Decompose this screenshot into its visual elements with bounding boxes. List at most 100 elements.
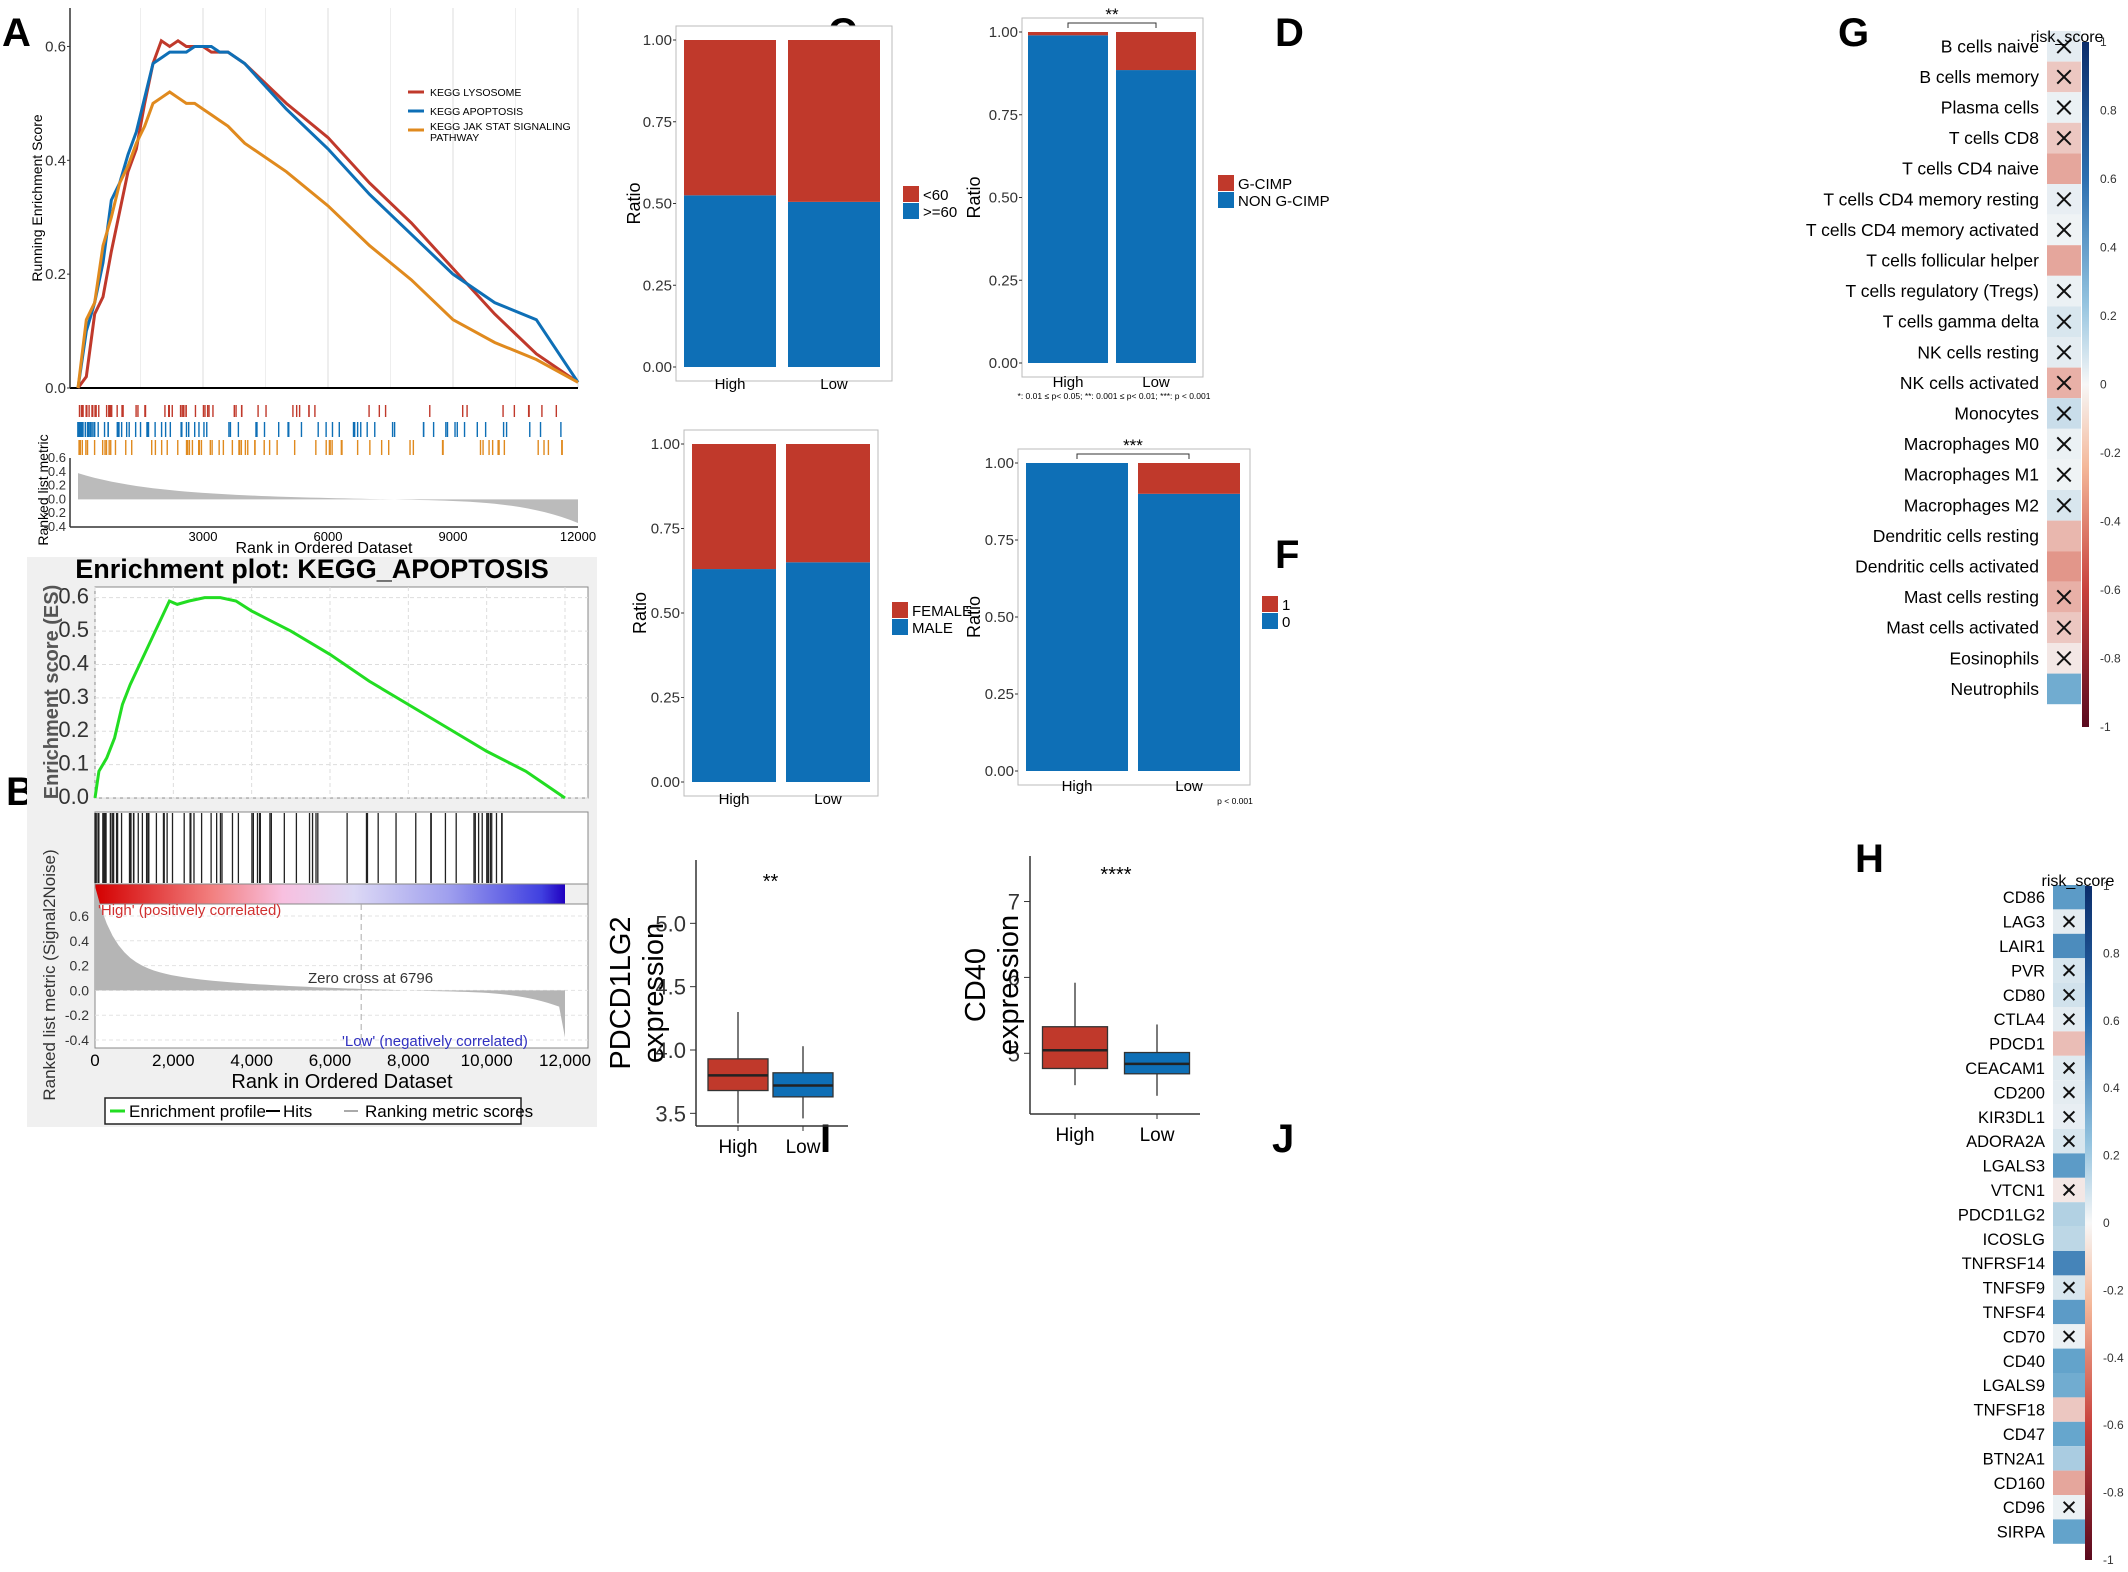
panel-b-enrichment-plot: Enrichment plot: KEGG_APOPTOSIS 0.0 0.1 0.2… — [27, 554, 597, 1127]
colorbar-tick-label: -0.8 — [2103, 1486, 2124, 1500]
legend-label: KEGG LYSOSOME — [430, 87, 521, 99]
x-tick-label: 10,000 — [461, 1051, 513, 1070]
legend-swatch-red — [903, 186, 919, 202]
y-axis-title: Enrichment score (ES) — [41, 585, 63, 800]
x-tick-label: 8,000 — [387, 1051, 430, 1070]
row-label: LAIR1 — [1999, 938, 2045, 956]
row-label: Macrophages M2 — [1904, 495, 2039, 515]
series-line-red — [76, 38, 579, 389]
x-axis-title: Rank in Ordered Dataset — [231, 1071, 453, 1093]
y-tick-label: 0.6 — [45, 38, 66, 55]
bar-G-CIMP — [1116, 32, 1196, 71]
colorbar — [2082, 42, 2089, 727]
row-label: T cells CD8 — [1949, 128, 2039, 148]
colorbar-tick-label: 0.8 — [2103, 946, 2120, 960]
metric-plot-area — [94, 903, 589, 1049]
legend-label: Ranking metric scores — [365, 1102, 533, 1121]
cross-mark — [2056, 314, 2072, 330]
cross-mark — [2062, 1135, 2076, 1148]
bar-1 — [1138, 463, 1240, 494]
y-axis-title-line2: expression — [638, 923, 670, 1063]
colorbar-tick-label: 0.6 — [2100, 172, 2117, 186]
heatmap-cell — [2047, 551, 2081, 582]
cross-mark — [2062, 1061, 2076, 1075]
y-tick-label: 0.2 — [45, 266, 66, 283]
y-tick-label: 0.75 — [989, 107, 1018, 124]
row-label: Monocytes — [1954, 404, 2039, 424]
y-axis-title: Ratio — [624, 182, 644, 224]
cross-mark — [2062, 988, 2076, 1001]
row-label: NK cells resting — [1917, 342, 2039, 362]
bar-<60 — [788, 40, 880, 202]
row-label: VTCN1 — [1991, 1182, 2045, 1200]
row-label: Macrophages M1 — [1904, 465, 2039, 485]
heatmap-cell — [2053, 1226, 2085, 1251]
y-tick-label: 0.0 — [45, 380, 66, 397]
y-tick-label: 0.25 — [989, 272, 1018, 289]
bar-NON G-CIMP — [1028, 35, 1108, 364]
metric-y-tick-label: 0.4 — [70, 933, 90, 949]
colorbar-title: risk_score — [2042, 873, 2115, 890]
heatmap-cell — [2053, 1299, 2085, 1325]
y-tick-label: 0.6 — [58, 584, 89, 609]
cross-mark — [2056, 283, 2072, 299]
metric-y-axis-title: Ranked list metric (Signal2Noise) — [40, 849, 59, 1100]
legend-swatch-blue — [903, 203, 919, 219]
colorbar-tick-label: 0.4 — [2100, 241, 2117, 255]
lower-y-tick-label: 0.2 — [48, 478, 66, 493]
heatmap-cell — [2053, 1470, 2085, 1495]
y-axis-title: Ratio — [964, 176, 984, 218]
y-axis-title: Ratio — [964, 596, 984, 638]
panel-e-bar-chart: 0.00 0.25 0.50 0.75 1.00 High Low Ratio FEMALEMA… — [630, 429, 972, 808]
y-tick-label: 0.2 — [58, 717, 89, 742]
legend-label: PATHWAY — [430, 132, 479, 144]
bar-NON G-CIMP — [1116, 70, 1196, 363]
cross-mark — [2056, 436, 2072, 452]
row-label: Neutrophils — [1950, 679, 2039, 699]
y-tick-label: 0.4 — [58, 650, 89, 675]
x-tick-label: 3000 — [189, 529, 218, 544]
legend-swatch-red — [1262, 596, 1278, 612]
bar-MALE — [786, 562, 870, 782]
row-label: CD40 — [2003, 1353, 2045, 1371]
chart-title: Enrichment plot: KEGG_APOPTOSIS — [75, 554, 549, 584]
legend-label: G-CIMP — [1238, 176, 1292, 193]
heatmap-cell — [2047, 245, 2081, 276]
significance-bracket — [1067, 22, 1157, 28]
y-axis-title: Running Enrichment Score — [29, 114, 45, 282]
y-tick-label: 0.75 — [651, 521, 680, 538]
row-label: TNFSF18 — [1973, 1402, 2045, 1420]
x-axis-title: Rank in Ordered Dataset — [236, 540, 414, 557]
y-tick-label: 3.5 — [655, 1101, 686, 1126]
cross-mark — [2056, 130, 2072, 146]
bar-FEMALE — [692, 444, 776, 570]
row-label: B cells naive — [1941, 36, 2039, 56]
y-tick-label: 0.00 — [989, 355, 1018, 372]
bar->=60 — [684, 195, 776, 367]
panel-h-heatmap: CD86 LAG3 LAIR1 PVR CD80 CTLA4 PDCD1 CEACAM1 CD2… — [1958, 873, 2124, 1567]
panel-label-d: D — [1275, 11, 1304, 55]
y-tick-label: 0.25 — [651, 690, 680, 707]
row-label: T cells CD4 memory activated — [1806, 220, 2039, 240]
x-tick-label: 6000 — [314, 529, 343, 544]
y-axis-title: Ratio — [630, 592, 650, 634]
y-tick-label: 0.50 — [651, 605, 680, 622]
bar-G-CIMP — [1028, 32, 1108, 36]
colorbar-tick-label: -0.2 — [2100, 446, 2121, 460]
row-label: T cells gamma delta — [1883, 312, 2040, 332]
lower-y-axis-title: Ranked list metric — [35, 434, 51, 545]
row-label: T cells CD4 naive — [1902, 159, 2039, 179]
hits-area — [94, 811, 589, 885]
colorbar-tick-label: 0 — [2100, 378, 2107, 392]
cross-mark — [2056, 344, 2072, 360]
panel-label-j: J — [1272, 1117, 1294, 1161]
cross-mark — [2062, 1281, 2076, 1294]
legend-swatch-blue — [892, 619, 908, 635]
heatmap-cell — [2053, 1202, 2085, 1227]
row-label: CD80 — [2003, 987, 2045, 1005]
heatmap-cell — [2047, 520, 2081, 552]
colorbar-tick-label: 0.6 — [2103, 1014, 2120, 1028]
cross-mark — [2062, 1086, 2076, 1099]
cross-mark — [2062, 1183, 2076, 1197]
